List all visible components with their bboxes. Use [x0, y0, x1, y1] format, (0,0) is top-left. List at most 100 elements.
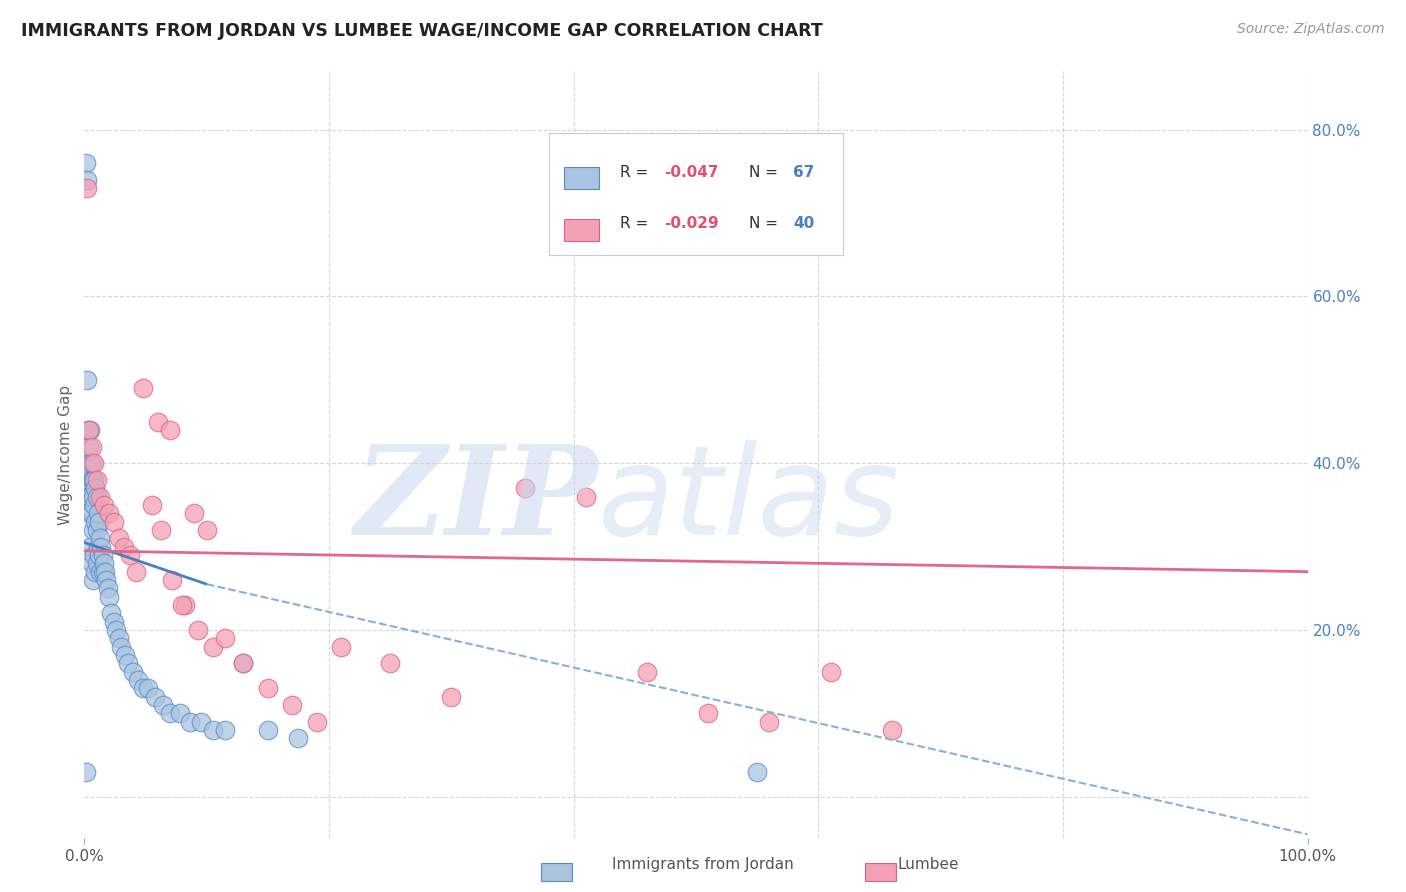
- Point: [125, 565, 148, 579]
- Point: [747, 764, 769, 779]
- Point: [97, 590, 120, 604]
- Point: [173, 598, 195, 612]
- Point: [232, 657, 254, 671]
- Point: [143, 690, 166, 704]
- Point: [97, 582, 120, 596]
- Point: [103, 615, 125, 629]
- Point: [86, 490, 108, 504]
- Point: [172, 598, 194, 612]
- Point: [118, 548, 141, 562]
- Point: [150, 523, 173, 537]
- Point: [77, 423, 100, 437]
- Point: [214, 723, 236, 737]
- Point: [77, 440, 100, 454]
- Point: [77, 423, 100, 437]
- Point: [83, 498, 105, 512]
- Point: [136, 681, 159, 696]
- Point: [75, 764, 97, 779]
- Text: Immigrants from Jordan: Immigrants from Jordan: [612, 857, 794, 872]
- Point: [132, 381, 155, 395]
- Point: [107, 632, 129, 646]
- Text: atlas: atlas: [598, 441, 900, 561]
- Point: [114, 648, 136, 662]
- Point: [575, 490, 598, 504]
- Point: [257, 681, 280, 696]
- Point: [79, 423, 101, 437]
- Point: [91, 565, 114, 579]
- Text: Source: ZipAtlas.com: Source: ZipAtlas.com: [1237, 22, 1385, 37]
- Point: [89, 565, 111, 579]
- Point: [880, 723, 903, 737]
- Point: [86, 523, 108, 537]
- Point: [80, 557, 103, 571]
- Point: [190, 714, 212, 729]
- Point: [83, 548, 105, 562]
- Point: [281, 698, 304, 712]
- Point: [76, 181, 98, 195]
- Point: [89, 490, 111, 504]
- Point: [77, 506, 100, 520]
- Point: [82, 473, 104, 487]
- Point: [100, 607, 122, 621]
- Point: [132, 681, 155, 696]
- Point: [76, 173, 98, 187]
- Point: [152, 698, 174, 712]
- Point: [820, 665, 842, 679]
- Point: [305, 714, 328, 729]
- Point: [75, 156, 97, 170]
- Point: [183, 506, 205, 520]
- Point: [80, 440, 103, 454]
- Point: [162, 573, 184, 587]
- Point: [636, 665, 658, 679]
- Text: Lumbee: Lumbee: [897, 857, 959, 872]
- Point: [287, 731, 309, 746]
- Point: [86, 473, 108, 487]
- Point: [141, 498, 163, 512]
- Point: [105, 623, 128, 637]
- Point: [77, 490, 100, 504]
- Point: [117, 657, 139, 671]
- Point: [94, 565, 117, 579]
- Point: [91, 548, 114, 562]
- Point: [77, 473, 100, 487]
- Point: [127, 673, 149, 687]
- Point: [80, 456, 103, 470]
- Text: ZIP: ZIP: [354, 440, 598, 562]
- Point: [83, 456, 105, 470]
- Point: [93, 498, 115, 512]
- Point: [380, 657, 402, 671]
- Point: [110, 640, 132, 654]
- Point: [187, 623, 209, 637]
- Point: [84, 565, 107, 579]
- Point: [107, 531, 129, 545]
- Point: [201, 723, 224, 737]
- Point: [79, 456, 101, 470]
- Point: [96, 573, 118, 587]
- Y-axis label: Wage/Income Gap: Wage/Income Gap: [58, 384, 73, 525]
- Point: [79, 540, 101, 554]
- Point: [84, 481, 107, 495]
- Point: [179, 714, 201, 729]
- Point: [97, 506, 120, 520]
- Point: [122, 665, 145, 679]
- Point: [86, 557, 108, 571]
- Point: [90, 540, 112, 554]
- Point: [159, 423, 181, 437]
- Point: [84, 515, 107, 529]
- Point: [87, 515, 110, 529]
- Point: [257, 723, 280, 737]
- Point: [87, 506, 110, 520]
- Point: [79, 490, 101, 504]
- Point: [440, 690, 463, 704]
- Point: [758, 714, 780, 729]
- Point: [76, 373, 98, 387]
- Point: [214, 632, 236, 646]
- Point: [80, 506, 103, 520]
- Point: [697, 706, 720, 721]
- Point: [82, 490, 104, 504]
- Point: [513, 481, 536, 495]
- Point: [83, 473, 105, 487]
- Point: [82, 523, 104, 537]
- Point: [80, 473, 103, 487]
- Point: [103, 515, 125, 529]
